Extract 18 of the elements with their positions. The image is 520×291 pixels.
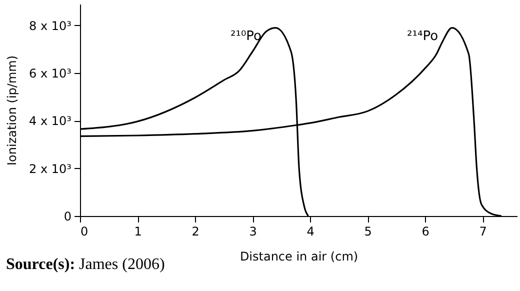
x-tick-label: 4 <box>306 224 314 238</box>
x-tick-label: 3 <box>249 224 257 238</box>
series-label: ²¹⁰Po <box>230 28 262 44</box>
x-tick-label: 0 <box>80 224 88 238</box>
x-tick-label: 1 <box>134 224 142 238</box>
x-tick-label: 2 <box>192 224 200 238</box>
source-note: Source(s): James (2006) <box>6 256 165 274</box>
series-label: ²¹⁴Po <box>407 28 438 44</box>
x-tick-label: 5 <box>364 224 372 238</box>
y-tick-label: 8 x 10³ <box>29 18 72 33</box>
x-tick-label: 6 <box>422 224 430 238</box>
y-tick-label: 4 x 10³ <box>29 114 72 128</box>
x-axis-title: Distance in air (cm) <box>240 250 358 264</box>
y-tick-label: 6 x 10³ <box>29 66 72 81</box>
y-axis-title: Ionization (ip/mm) <box>5 55 20 166</box>
y-tick-label: 2 x 10³ <box>29 162 72 176</box>
x-tick-label: 7 <box>479 224 487 238</box>
y-tick-label: 0 <box>64 210 72 224</box>
